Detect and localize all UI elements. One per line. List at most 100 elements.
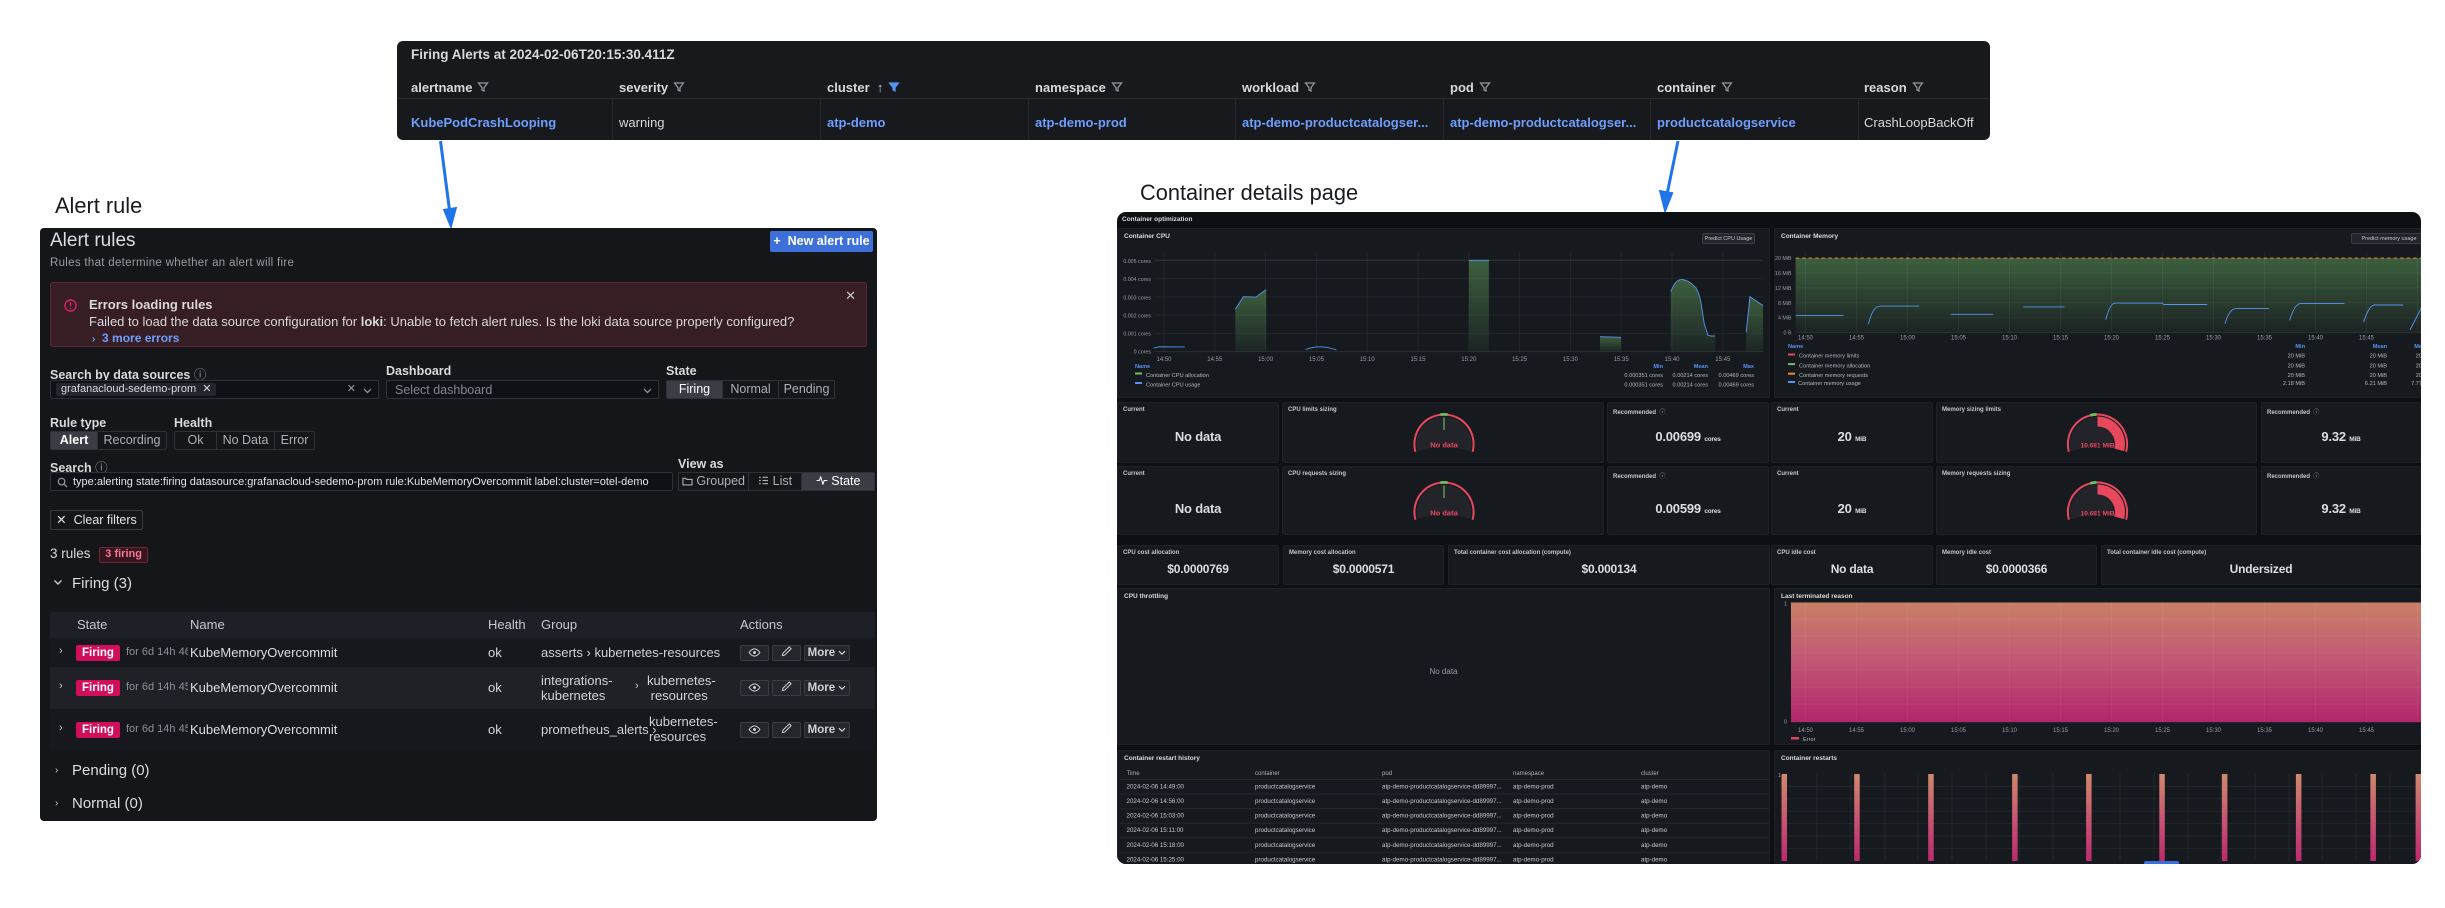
svg-text:atp-demo: atp-demo bbox=[1641, 856, 1668, 863]
svg-text:Min: Min bbox=[2295, 344, 2305, 350]
svg-text:cluster: cluster bbox=[1641, 771, 1659, 777]
svg-text:15:40: 15:40 bbox=[2308, 728, 2324, 734]
svg-text:15:40: 15:40 bbox=[2308, 336, 2324, 342]
svg-text:atp-demo-prod: atp-demo-prod bbox=[1513, 798, 1554, 805]
svg-text:atp-demo: atp-demo bbox=[1641, 813, 1668, 820]
svg-text:Container memory allocation: Container memory allocation bbox=[1799, 363, 1870, 369]
svg-text:Min: Min bbox=[1653, 364, 1663, 370]
svg-text:10.681 MiB: 10.681 MiB bbox=[2080, 511, 2114, 518]
svg-text:atp-demo-productcatalogservice: atp-demo-productcatalogservice-dd89997..… bbox=[1382, 827, 1502, 834]
svg-text:15:05: 15:05 bbox=[1309, 357, 1325, 363]
svg-text:0.000351 cores: 0.000351 cores bbox=[1624, 373, 1663, 379]
svg-text:12 MiB: 12 MiB bbox=[1775, 286, 1792, 292]
svg-text:0.004 cores: 0.004 cores bbox=[1123, 277, 1151, 283]
svg-text:2024-02-06 15:18:00: 2024-02-06 15:18:00 bbox=[1127, 842, 1185, 849]
svg-text:15:20: 15:20 bbox=[2104, 728, 2120, 734]
svg-text:0: 0 bbox=[1784, 720, 1787, 726]
svg-text:20 MiB: 20 MiB bbox=[2370, 363, 2388, 369]
svg-text:0.00469 cores: 0.00469 cores bbox=[1719, 373, 1755, 379]
svg-text:15:05: 15:05 bbox=[1951, 336, 1967, 342]
svg-text:15:45: 15:45 bbox=[2359, 336, 2375, 342]
svg-text:15:15: 15:15 bbox=[2053, 728, 2069, 734]
svg-text:atp-demo-prod: atp-demo-prod bbox=[1513, 813, 1554, 820]
svg-text:15:30: 15:30 bbox=[2206, 728, 2222, 734]
svg-text:8 MiB: 8 MiB bbox=[1778, 301, 1792, 307]
svg-text:15:30: 15:30 bbox=[1563, 357, 1579, 363]
svg-text:container: container bbox=[1255, 771, 1280, 777]
svg-text:Max: Max bbox=[1743, 364, 1755, 370]
svg-text:15:00: 15:00 bbox=[1900, 728, 1916, 734]
svg-text:0.000351 cores: 0.000351 cores bbox=[1624, 383, 1663, 389]
svg-text:atp-demo-prod: atp-demo-prod bbox=[1513, 827, 1554, 834]
svg-text:productcatalogservice: productcatalogservice bbox=[1255, 856, 1316, 863]
svg-text:atp-demo-productcatalogservice: atp-demo-productcatalogservice-dd89997..… bbox=[1382, 842, 1502, 849]
svg-text:15:20: 15:20 bbox=[2104, 336, 2120, 342]
svg-text:0.00214 cores: 0.00214 cores bbox=[1673, 383, 1709, 389]
svg-text:pod: pod bbox=[1382, 771, 1392, 777]
svg-text:Name: Name bbox=[1135, 364, 1150, 370]
svg-text:15:35: 15:35 bbox=[2257, 336, 2273, 342]
svg-text:No data: No data bbox=[1430, 441, 1458, 450]
svg-text:0 B: 0 B bbox=[1784, 331, 1792, 337]
svg-text:14:50: 14:50 bbox=[1798, 728, 1814, 734]
svg-text:14:50: 14:50 bbox=[1156, 357, 1172, 363]
svg-text:Name: Name bbox=[1788, 344, 1803, 350]
svg-text:20 MiB: 20 MiB bbox=[2288, 373, 2306, 379]
svg-text:0.003 cores: 0.003 cores bbox=[1123, 295, 1151, 301]
svg-text:15:05: 15:05 bbox=[1951, 728, 1967, 734]
svg-text:16 MiB: 16 MiB bbox=[1775, 271, 1792, 277]
svg-text:14:55: 14:55 bbox=[1207, 357, 1223, 363]
svg-text:Container memory limits: Container memory limits bbox=[1799, 354, 1860, 360]
svg-text:Container CPU allocation: Container CPU allocation bbox=[1146, 373, 1209, 379]
svg-text:15:45: 15:45 bbox=[1715, 357, 1731, 363]
svg-text:15:10: 15:10 bbox=[1360, 357, 1376, 363]
svg-text:Mean: Mean bbox=[2373, 344, 2388, 350]
svg-text:2024-02-06 14:49:00: 2024-02-06 14:49:00 bbox=[1127, 784, 1185, 791]
svg-text:15:35: 15:35 bbox=[1614, 357, 1630, 363]
svg-text:20: 20 bbox=[2416, 363, 2421, 369]
svg-text:14:50: 14:50 bbox=[1798, 336, 1814, 342]
svg-text:2024-02-06 14:56:00: 2024-02-06 14:56:00 bbox=[1127, 798, 1185, 805]
svg-text:15:15: 15:15 bbox=[2053, 336, 2069, 342]
svg-text:No data: No data bbox=[1430, 509, 1458, 518]
svg-text:productcatalogservice: productcatalogservice bbox=[1255, 798, 1316, 805]
svg-text:20 MiB: 20 MiB bbox=[2370, 373, 2388, 379]
svg-text:15:30: 15:30 bbox=[2206, 336, 2222, 342]
svg-text:4 MiB: 4 MiB bbox=[1778, 316, 1792, 322]
svg-text:Error: Error bbox=[1803, 737, 1816, 743]
svg-text:1: 1 bbox=[1778, 773, 1781, 779]
svg-text:productcatalogservice: productcatalogservice bbox=[1255, 827, 1316, 834]
svg-text:15:25: 15:25 bbox=[2155, 336, 2171, 342]
svg-text:Time: Time bbox=[1127, 771, 1141, 777]
svg-text:1: 1 bbox=[1784, 602, 1787, 608]
svg-text:20: 20 bbox=[2416, 373, 2421, 379]
svg-text:15:40: 15:40 bbox=[1664, 357, 1680, 363]
svg-text:15:15: 15:15 bbox=[1410, 357, 1426, 363]
svg-text:0.00469 cores: 0.00469 cores bbox=[1719, 383, 1755, 389]
svg-text:0 cores: 0 cores bbox=[1134, 350, 1152, 356]
svg-text:0.002 cores: 0.002 cores bbox=[1123, 313, 1151, 319]
svg-text:namespace: namespace bbox=[1513, 771, 1545, 777]
svg-text:20: 20 bbox=[2416, 354, 2421, 360]
svg-text:15:25: 15:25 bbox=[2155, 728, 2171, 734]
svg-text:atp-demo-productcatalogservice: atp-demo-productcatalogservice-dd89997..… bbox=[1382, 798, 1502, 805]
svg-text:0.001 cores: 0.001 cores bbox=[1123, 332, 1151, 338]
svg-text:productcatalogservice: productcatalogservice bbox=[1255, 784, 1316, 791]
svg-text:productcatalogservice: productcatalogservice bbox=[1255, 842, 1316, 849]
svg-text:productcatalogservice: productcatalogservice bbox=[1255, 813, 1316, 820]
svg-text:14:55: 14:55 bbox=[1849, 336, 1865, 342]
svg-text:20 MiB: 20 MiB bbox=[2288, 354, 2306, 360]
svg-text:0.00214 cores: 0.00214 cores bbox=[1673, 373, 1709, 379]
svg-text:atp-demo: atp-demo bbox=[1641, 827, 1668, 834]
svg-text:atp-demo-prod: atp-demo-prod bbox=[1513, 842, 1554, 849]
svg-text:15:25: 15:25 bbox=[1512, 357, 1528, 363]
svg-text:15:00: 15:00 bbox=[1258, 357, 1274, 363]
svg-text:15:35: 15:35 bbox=[2257, 728, 2273, 734]
svg-text:atp-demo: atp-demo bbox=[1641, 798, 1668, 805]
svg-text:atp-demo: atp-demo bbox=[1641, 784, 1668, 791]
svg-text:atp-demo-productcatalogservice: atp-demo-productcatalogservice-dd89997..… bbox=[1382, 856, 1502, 863]
svg-text:20 MiB: 20 MiB bbox=[2288, 363, 2306, 369]
svg-text:2024-02-06 15:11:00: 2024-02-06 15:11:00 bbox=[1127, 827, 1185, 834]
svg-text:14:55: 14:55 bbox=[1849, 728, 1865, 734]
svg-text:2024-02-06 15:25:00: 2024-02-06 15:25:00 bbox=[1127, 856, 1185, 863]
